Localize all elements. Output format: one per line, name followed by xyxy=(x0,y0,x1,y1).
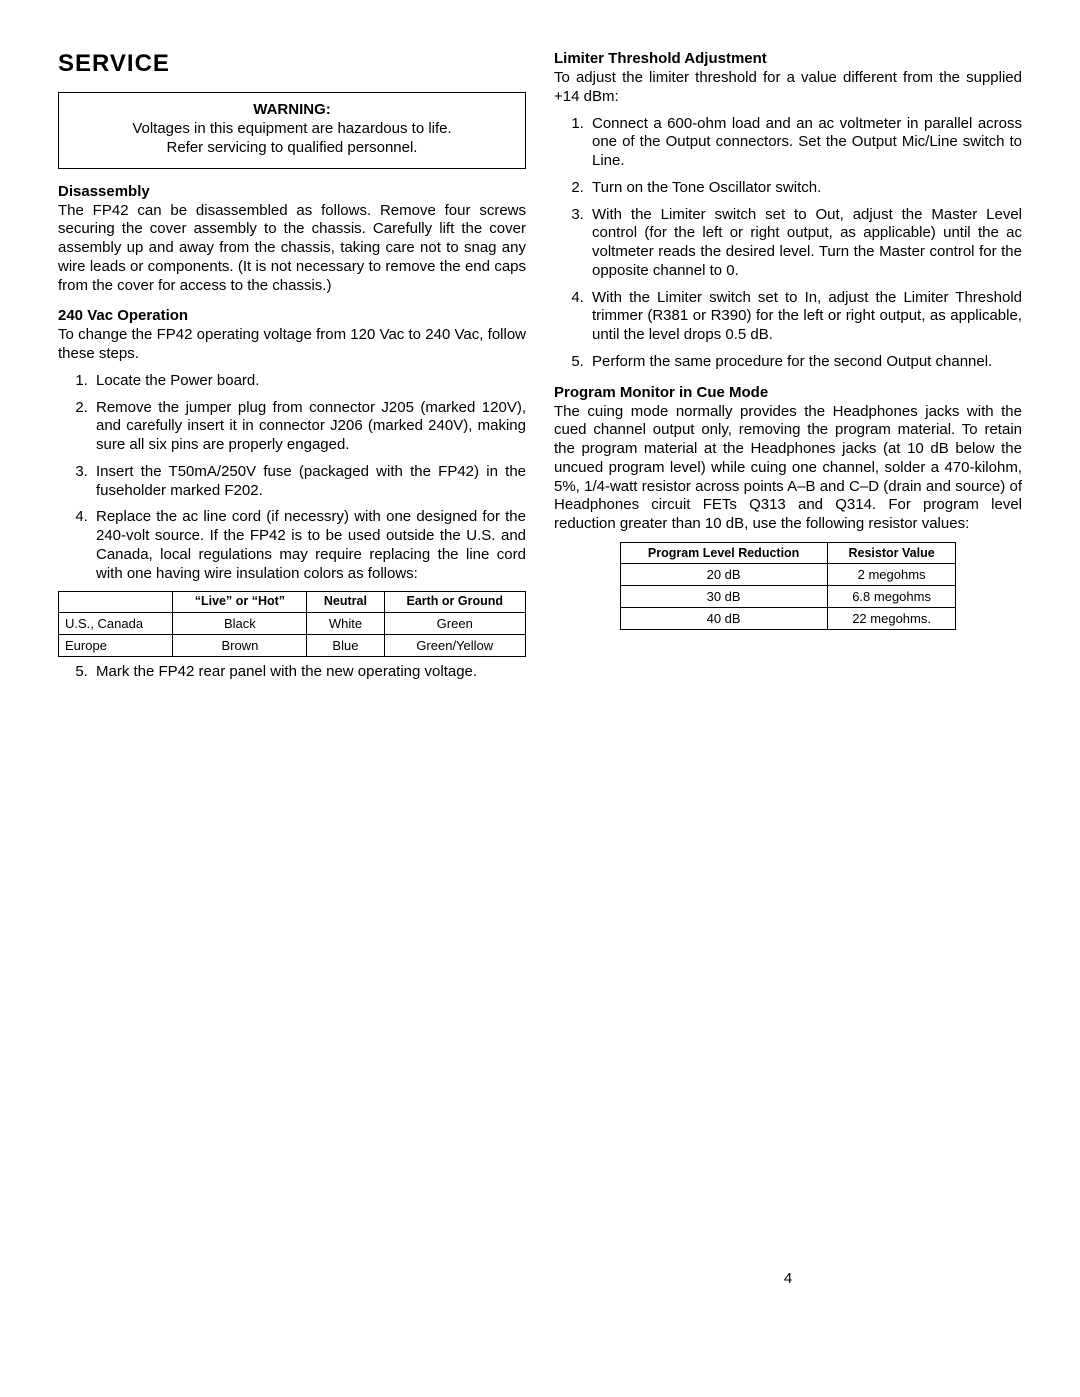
disassembly-body: The FP42 can be disassembled as follows.… xyxy=(58,202,526,296)
table-row: U.S., Canada Black White Green xyxy=(59,613,526,635)
limiter-step: With the Limiter switch set to In, adjus… xyxy=(588,289,1022,345)
wire-color-table: “Live” or “Hot” Neutral Earth or Ground … xyxy=(58,591,526,657)
wire-td: Green/Yellow xyxy=(384,635,526,657)
wire-td: White xyxy=(307,613,384,635)
res-th: Resistor Value xyxy=(827,542,956,563)
page-content: SERVICE WARNING: Voltages in this equipm… xyxy=(0,0,1080,1307)
res-td: 30 dB xyxy=(620,585,827,607)
res-td: 2 megohms xyxy=(827,563,956,585)
right-column: Limiter Threshold Adjustment To adjust t… xyxy=(554,50,1022,1287)
vac-step: Mark the FP42 rear panel with the new op… xyxy=(92,663,526,682)
res-td: 40 dB xyxy=(620,607,827,629)
table-row: 40 dB 22 megohms. xyxy=(620,607,956,629)
limiter-steps: Connect a 600-ohm load and an ac voltmet… xyxy=(554,115,1022,372)
vac-steps: Locate the Power board. Remove the jumpe… xyxy=(58,372,526,584)
table-row: Europe Brown Blue Green/Yellow xyxy=(59,635,526,657)
wire-td: Black xyxy=(173,613,307,635)
wire-td: Green xyxy=(384,613,526,635)
wire-th: Neutral xyxy=(307,592,384,613)
vac-step: Remove the jumper plug from connector J2… xyxy=(92,399,526,455)
table-header-row: Program Level Reduction Resistor Value xyxy=(620,542,956,563)
vac-intro: To change the FP42 operating voltage fro… xyxy=(58,326,526,364)
service-heading: SERVICE xyxy=(58,50,526,78)
wire-th: Earth or Ground xyxy=(384,592,526,613)
limiter-intro: To adjust the limiter threshold for a va… xyxy=(554,69,1022,107)
limiter-step: Turn on the Tone Oscillator switch. xyxy=(588,179,1022,198)
limiter-step: Perform the same procedure for the secon… xyxy=(588,353,1022,372)
page-number: 4 xyxy=(554,1270,1022,1287)
cue-body: The cuing mode normally provides the Hea… xyxy=(554,403,1022,534)
vac-heading: 240 Vac Operation xyxy=(58,307,526,324)
resistor-table: Program Level Reduction Resistor Value 2… xyxy=(620,542,957,630)
res-th: Program Level Reduction xyxy=(620,542,827,563)
limiter-step: Connect a 600-ohm load and an ac voltmet… xyxy=(588,115,1022,171)
wire-td: Europe xyxy=(59,635,173,657)
wire-th: “Live” or “Hot” xyxy=(173,592,307,613)
wire-th xyxy=(59,592,173,613)
table-row: 30 dB 6.8 megohms xyxy=(620,585,956,607)
res-td: 22 megohms. xyxy=(827,607,956,629)
vac-step: Insert the T50mA/250V fuse (packaged wit… xyxy=(92,463,526,501)
table-row: 20 dB 2 megohms xyxy=(620,563,956,585)
warning-line-1: Voltages in this equipment are hazardous… xyxy=(69,120,515,139)
limiter-heading: Limiter Threshold Adjustment xyxy=(554,50,1022,67)
limiter-step: With the Limiter switch set to Out, adju… xyxy=(588,206,1022,281)
table-header-row: “Live” or “Hot” Neutral Earth or Ground xyxy=(59,592,526,613)
vac-step: Replace the ac line cord (if necessry) w… xyxy=(92,508,526,583)
warning-title: WARNING: xyxy=(69,101,515,118)
vac-steps-cont: Mark the FP42 rear panel with the new op… xyxy=(58,663,526,682)
disassembly-heading: Disassembly xyxy=(58,183,526,200)
warning-box: WARNING: Voltages in this equipment are … xyxy=(58,92,526,169)
res-td: 20 dB xyxy=(620,563,827,585)
cue-heading: Program Monitor in Cue Mode xyxy=(554,384,1022,401)
wire-td: Brown xyxy=(173,635,307,657)
left-column: SERVICE WARNING: Voltages in this equipm… xyxy=(58,50,526,1287)
res-td: 6.8 megohms xyxy=(827,585,956,607)
wire-td: U.S., Canada xyxy=(59,613,173,635)
warning-line-2: Refer servicing to qualified personnel. xyxy=(69,139,515,158)
wire-td: Blue xyxy=(307,635,384,657)
vac-step: Locate the Power board. xyxy=(92,372,526,391)
